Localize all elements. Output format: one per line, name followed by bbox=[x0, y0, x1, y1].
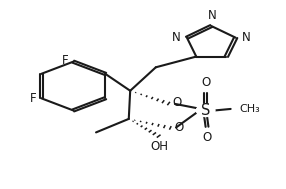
Text: O: O bbox=[202, 131, 212, 143]
Text: OH: OH bbox=[150, 139, 168, 153]
Text: O: O bbox=[174, 121, 184, 134]
Text: N: N bbox=[172, 31, 180, 44]
Circle shape bbox=[196, 105, 215, 116]
Text: CH₃: CH₃ bbox=[239, 104, 260, 114]
Text: F: F bbox=[29, 92, 36, 105]
Circle shape bbox=[196, 105, 215, 116]
Text: O: O bbox=[201, 76, 210, 89]
Text: F: F bbox=[61, 54, 68, 67]
Text: N: N bbox=[208, 9, 216, 22]
Text: S: S bbox=[201, 103, 210, 118]
Text: S: S bbox=[201, 103, 210, 118]
Text: N: N bbox=[242, 31, 251, 44]
Text: O: O bbox=[172, 96, 182, 109]
